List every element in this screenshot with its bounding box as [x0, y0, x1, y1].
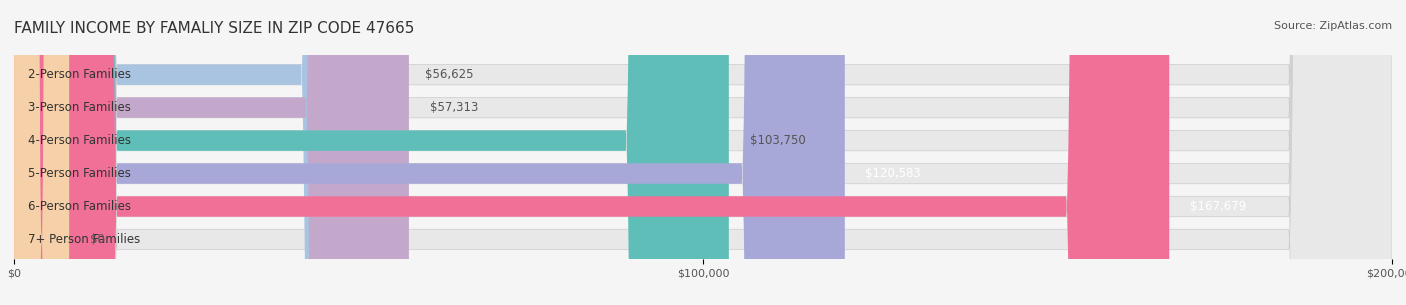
Text: 6-Person Families: 6-Person Families: [28, 200, 131, 213]
FancyBboxPatch shape: [14, 0, 69, 305]
FancyBboxPatch shape: [14, 0, 728, 305]
Text: $167,679: $167,679: [1189, 200, 1246, 213]
FancyBboxPatch shape: [14, 0, 1392, 305]
FancyBboxPatch shape: [14, 0, 1392, 305]
FancyBboxPatch shape: [14, 0, 845, 305]
Text: $56,625: $56,625: [425, 68, 474, 81]
Text: $120,583: $120,583: [866, 167, 921, 180]
Text: $0: $0: [90, 233, 104, 246]
FancyBboxPatch shape: [14, 0, 1392, 305]
Text: 3-Person Families: 3-Person Families: [28, 101, 131, 114]
FancyBboxPatch shape: [14, 0, 404, 305]
Text: 7+ Person Families: 7+ Person Families: [28, 233, 141, 246]
FancyBboxPatch shape: [14, 0, 409, 305]
Text: $57,313: $57,313: [430, 101, 478, 114]
Text: 2-Person Families: 2-Person Families: [28, 68, 131, 81]
Text: 4-Person Families: 4-Person Families: [28, 134, 131, 147]
Text: 5-Person Families: 5-Person Families: [28, 167, 131, 180]
Text: FAMILY INCOME BY FAMALIY SIZE IN ZIP CODE 47665: FAMILY INCOME BY FAMALIY SIZE IN ZIP COD…: [14, 21, 415, 36]
FancyBboxPatch shape: [14, 0, 1392, 305]
Text: Source: ZipAtlas.com: Source: ZipAtlas.com: [1274, 21, 1392, 31]
FancyBboxPatch shape: [14, 0, 1392, 305]
FancyBboxPatch shape: [14, 0, 1170, 305]
FancyBboxPatch shape: [14, 0, 1392, 305]
Text: $103,750: $103,750: [749, 134, 806, 147]
